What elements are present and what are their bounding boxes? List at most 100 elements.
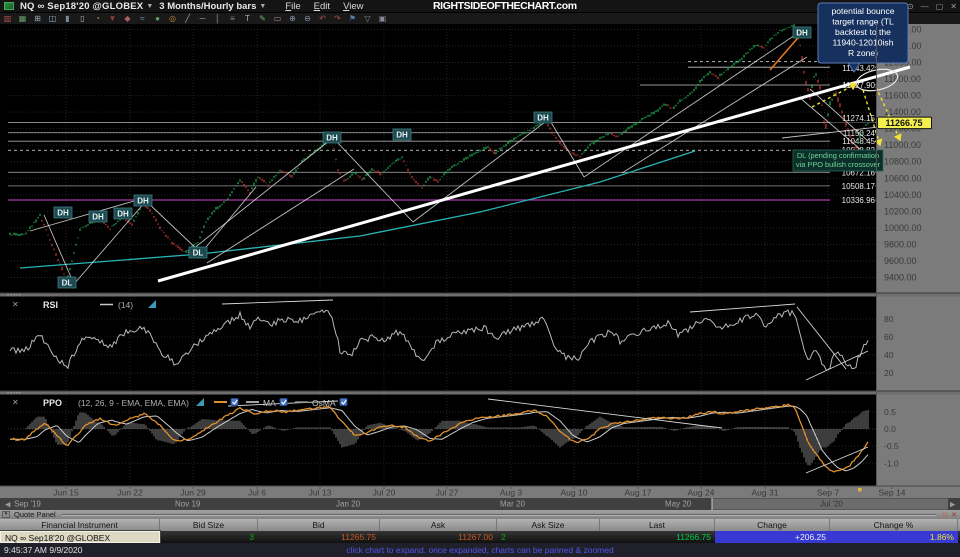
menu-view[interactable]: View [343, 0, 364, 12]
flag-icon[interactable]: ⚑ [348, 14, 357, 23]
chevron-down-icon[interactable]: ▼ [259, 2, 267, 10]
scroll-left-button[interactable]: ◀ [5, 502, 11, 509]
ma-checkbox[interactable] [279, 398, 288, 406]
close-panel-icon[interactable]: ✕ [951, 511, 957, 519]
chart-red-icon[interactable]: ▥ [3, 14, 12, 23]
swing-label-dh[interactable]: DH [322, 131, 342, 144]
column-header-bid[interactable]: Bid [258, 519, 380, 531]
svg-text:11940-12010ish: 11940-12010ish [832, 38, 893, 48]
divider [61, 513, 937, 516]
svg-text:Jul 13: Jul 13 [309, 488, 332, 498]
symbol-selector[interactable]: NQ ∞ Sep18'20 @GLOBEX [20, 0, 144, 12]
grid-icon[interactable]: ⊞ [34, 14, 41, 23]
dot-icon[interactable]: ● [155, 14, 160, 23]
fib-icon[interactable]: ≡ [230, 14, 235, 23]
column-header-bid-size[interactable]: Bid Size [160, 519, 258, 531]
target-icon[interactable]: ◎ [169, 14, 176, 23]
restore-button[interactable]: ▢ [935, 1, 944, 11]
rsi-expand-icon[interactable] [148, 300, 156, 308]
delete-icon[interactable]: ▽ [364, 14, 371, 23]
svg-text:11600.00: 11600.00 [884, 91, 921, 101]
swing-label-dh[interactable]: DH [88, 210, 108, 223]
column-header-ask-size[interactable]: Ask Size [497, 519, 600, 531]
eraser-icon[interactable]: ▭ [273, 14, 282, 23]
trendlines[interactable] [29, 30, 906, 285]
ask-size-cell[interactable]: 2 [501, 532, 506, 542]
column-header-ask[interactable]: Ask [380, 519, 497, 531]
chart-green-icon[interactable]: ▦ [18, 14, 27, 23]
rsi-close-button[interactable]: ✕ [12, 300, 19, 309]
status-hint: click chart to expand. once expanded, ch… [346, 545, 614, 555]
swing-label-dh[interactable]: DH [133, 194, 153, 207]
osma-checkbox[interactable] [339, 398, 348, 406]
pencil-icon[interactable]: ✎ [259, 14, 266, 23]
swing-label-dl[interactable]: DL [188, 246, 208, 259]
svg-text:Jun 22: Jun 22 [117, 488, 143, 498]
columns-icon[interactable]: ◫ [48, 14, 57, 23]
svg-text:11000.00: 11000.00 [884, 140, 921, 150]
svg-text:DL: DL [193, 249, 204, 258]
quote-panel-expander[interactable]: ▾ [2, 511, 10, 518]
scrollbar-window[interactable] [712, 498, 948, 510]
svg-text:PPO: PPO [43, 398, 62, 408]
change-cell[interactable]: +206.25 [715, 531, 830, 543]
bars-icon[interactable]: ▮ [65, 14, 70, 23]
column-header-last[interactable]: Last [600, 519, 715, 531]
svg-text:DH: DH [537, 114, 549, 123]
menu-file[interactable]: File [285, 0, 301, 12]
scroll-right-button[interactable]: ▶ [950, 502, 956, 509]
cyan-ma-line[interactable] [19, 150, 696, 269]
svg-text:(12, 26, 9 - EMA, EMA, EMA): (12, 26, 9 - EMA, EMA, EMA) [78, 398, 189, 408]
snapshot-icon[interactable]: ▣ [378, 14, 387, 23]
ppo-close-button[interactable]: ✕ [12, 398, 19, 407]
ppo-expand-icon[interactable] [196, 398, 204, 406]
menu-edit[interactable]: Edit [313, 0, 331, 12]
compass-icon[interactable]: ◆ [124, 14, 131, 23]
ppo-checkbox[interactable] [230, 398, 239, 406]
settings-icon[interactable]: ⊙ [942, 511, 949, 519]
swing-label-dh[interactable]: DH [53, 206, 73, 219]
vline-icon[interactable]: │ [215, 14, 220, 23]
text-icon[interactable]: T [245, 14, 250, 23]
bid-size-cell[interactable]: 3 [249, 532, 254, 542]
zoom-out-icon[interactable]: ⊖ [304, 14, 311, 23]
svg-text:Jul 6: Jul 6 [248, 488, 266, 498]
swing-label-dh[interactable]: DH [533, 111, 553, 124]
redo-icon[interactable]: ↷ [334, 14, 341, 23]
zoom-in-icon[interactable]: ⊕ [289, 14, 296, 23]
svg-text:10600.00: 10600.00 [884, 173, 922, 183]
hline-icon[interactable]: ─ [199, 14, 206, 23]
change-pct-cell[interactable]: 1.86% [830, 531, 958, 543]
column-header-financial-instrument[interactable]: Financial Instrument [0, 519, 160, 531]
instrument-cell[interactable]: NQ ∞ Sep18'20 @GLOBEX [0, 530, 161, 544]
status-bar: 9:45:37 AM 9/9/2020 click chart to expan… [0, 543, 960, 557]
candle-icon[interactable]: ▯ [80, 14, 85, 23]
ppo-line [9, 403, 869, 473]
projection-arrows[interactable] [811, 82, 902, 147]
swing-label-dh[interactable]: DH [792, 26, 812, 39]
close-button[interactable]: ✕ [950, 1, 957, 11]
filter-icon[interactable]: ▼ [108, 14, 117, 23]
chevron-down-icon[interactable]: ▼ [146, 2, 154, 10]
undo-icon[interactable]: ↶ [319, 14, 326, 23]
swing-label-dh[interactable]: DH [113, 207, 133, 220]
minimize-button[interactable]: — [920, 1, 929, 11]
swing-label-dl[interactable]: DL [57, 276, 77, 289]
pin-icon[interactable]: ⊙ [907, 1, 914, 11]
timeframe-selector[interactable]: 3 Months/Hourly bars [159, 0, 257, 12]
trendline-icon[interactable]: ╱ [185, 14, 190, 23]
column-header-change[interactable]: Change [715, 519, 830, 531]
swing-label-dh[interactable]: DH [392, 128, 412, 141]
svg-text:DH: DH [57, 209, 69, 218]
quote-table-row[interactable]: NQ ∞ Sep18'20 @GLOBEX 3 11265.75 11267.00 2 1… [0, 530, 960, 544]
bid-cell[interactable]: 11265.75 [341, 532, 376, 542]
pie-icon[interactable]: ◔ [95, 14, 100, 23]
column-header-change-[interactable]: Change % [830, 519, 958, 531]
ask-cell[interactable]: 11267.00 [458, 532, 493, 542]
major-uptrend-line[interactable] [157, 65, 911, 283]
last-cell[interactable]: 11266.75 [676, 532, 711, 542]
indicator-icon[interactable]: ≈ [140, 14, 145, 23]
